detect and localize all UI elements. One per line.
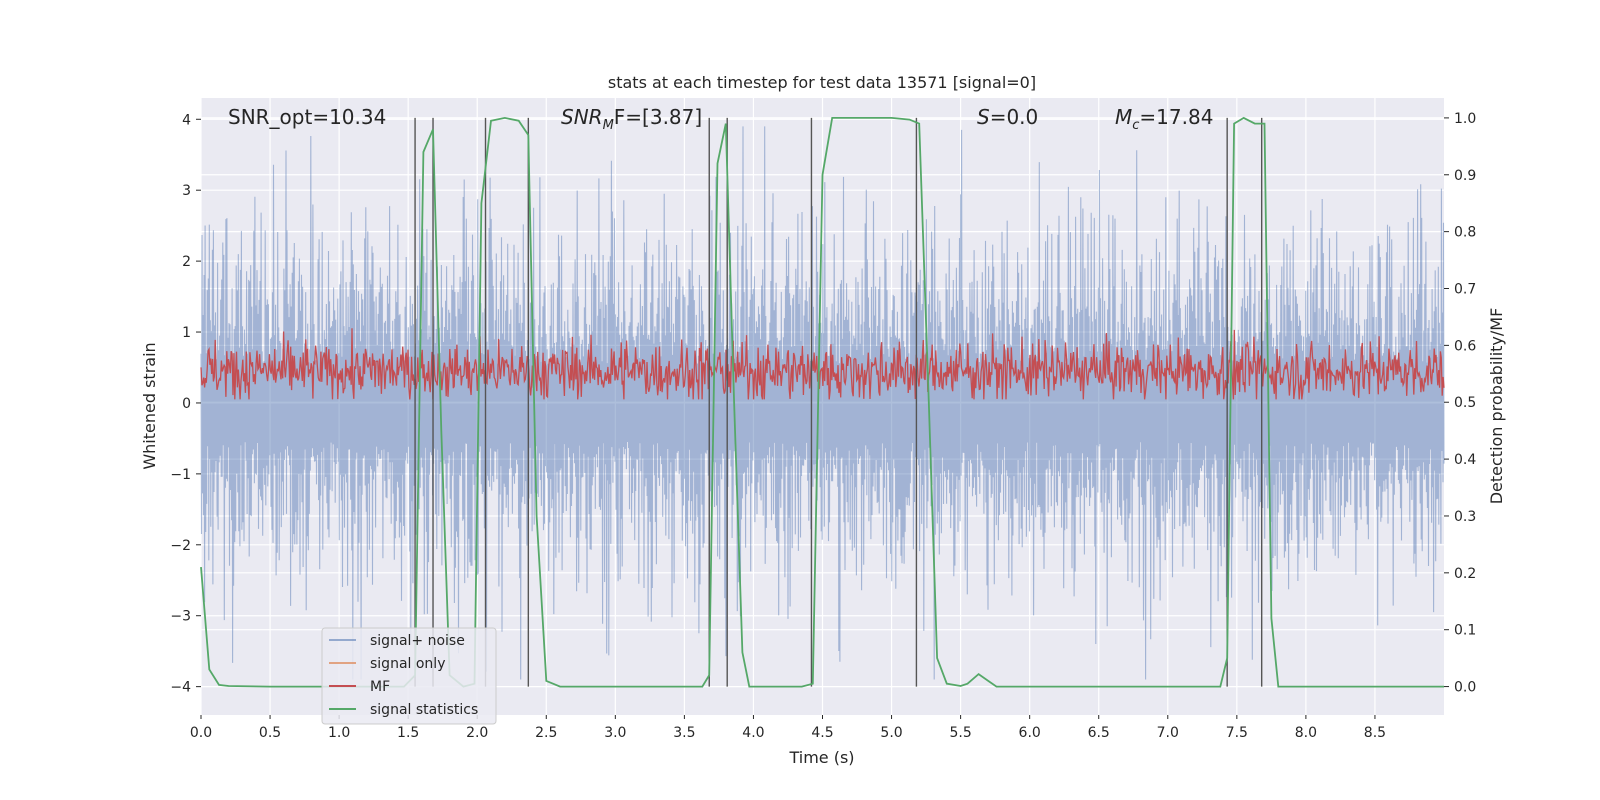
stats-trace — [200, 116, 1444, 688]
y-left-tick-label: 3 — [182, 183, 191, 199]
y-right-tick-label: 0.3 — [1454, 509, 1476, 525]
y-axis-left-label: Whitened strain — [140, 342, 159, 469]
x-tick-label: 0.0 — [190, 725, 212, 741]
grid — [200, 98, 1444, 715]
y-right-tick-label: 0.5 — [1454, 395, 1476, 411]
y-left-tick-label: 2 — [182, 254, 191, 270]
annotation-snr-opt: SNR_opt=10.34 — [228, 105, 386, 129]
y-left-tick-label: −2 — [170, 538, 191, 554]
legend-label-noise: signal+ noise — [370, 633, 465, 649]
annotation-mc: Mc=17.84 — [1115, 105, 1213, 133]
y-left-tick-label: 4 — [182, 112, 191, 128]
y-axis-left-ticks: 4 3 2 1 0 −1 −2 −3 −4 — [170, 112, 201, 696]
x-tick-label: 0.5 — [259, 725, 281, 741]
y-left-tick-label: 1 — [182, 325, 191, 341]
x-tick-label: 6.0 — [1019, 725, 1041, 741]
y-right-tick-label: 0.9 — [1454, 168, 1476, 184]
y-right-tick-label: 0.1 — [1454, 623, 1476, 639]
x-tick-label: 2.0 — [466, 725, 488, 741]
series-mf — [200, 328, 1445, 400]
annotation-s: S=0.0 — [977, 105, 1038, 129]
chart-title: stats at each timestep for test data 135… — [608, 73, 1036, 92]
x-tick-label: 1.0 — [328, 725, 350, 741]
vertical-lines — [414, 117, 1263, 687]
y-axis-right-ticks: 1.0 0.9 0.8 0.7 0.6 0.5 0.4 0.3 0.2 0.1 0.0 — [1444, 111, 1476, 696]
y-axis-right-label: Detection probability/MF — [1487, 308, 1506, 505]
series-signal-statistics — [200, 116, 1444, 688]
y-left-tick-label: 0 — [182, 396, 191, 412]
x-tick-label: 8.5 — [1364, 725, 1386, 741]
y-right-tick-label: 1.0 — [1454, 111, 1476, 127]
y-right-tick-label: 0.4 — [1454, 452, 1476, 468]
x-axis-label: Time (s) — [788, 748, 854, 767]
x-tick-label: 4.0 — [742, 725, 764, 741]
legend-label-signal-only: signal only — [370, 656, 445, 672]
x-tick-label: 8.0 — [1295, 725, 1317, 741]
x-tick-label: 7.5 — [1226, 725, 1248, 741]
x-tick-label: 3.0 — [604, 725, 626, 741]
annotation-snr-mf: SNRMF=[3.87] — [561, 105, 702, 133]
mf-trace — [200, 328, 1445, 400]
x-axis-ticks: 0.0 0.5 1.0 1.5 2.0 2.5 3.0 3.5 4.0 4.5 5.0 5.5 6.0 6… — [190, 715, 1386, 741]
x-tick-label: 4.5 — [811, 725, 833, 741]
x-tick-label: 2.5 — [535, 725, 557, 741]
x-tick-label: 1.5 — [397, 725, 419, 741]
y-left-tick-label: −3 — [170, 609, 191, 625]
y-left-tick-label: −1 — [170, 467, 191, 483]
y-right-tick-label: 0.7 — [1454, 282, 1476, 298]
legend-label-stats: signal statistics — [370, 702, 478, 718]
x-tick-label: 7.0 — [1157, 725, 1179, 741]
x-tick-label: 6.5 — [1088, 725, 1110, 741]
y-left-tick-label: −4 — [170, 680, 191, 696]
legend: signal+ noise signal only MF signal stat… — [321, 627, 497, 725]
x-tick-label: 5.0 — [880, 725, 902, 741]
x-tick-label: 3.5 — [673, 725, 695, 741]
y-right-tick-label: 0.0 — [1454, 680, 1476, 696]
y-right-tick-label: 0.8 — [1454, 225, 1476, 241]
y-right-tick-label: 0.2 — [1454, 566, 1476, 582]
legend-label-mf: MF — [370, 679, 390, 695]
y-right-tick-label: 0.6 — [1454, 338, 1476, 354]
legend-box — [321, 627, 497, 725]
x-tick-label: 5.5 — [949, 725, 971, 741]
